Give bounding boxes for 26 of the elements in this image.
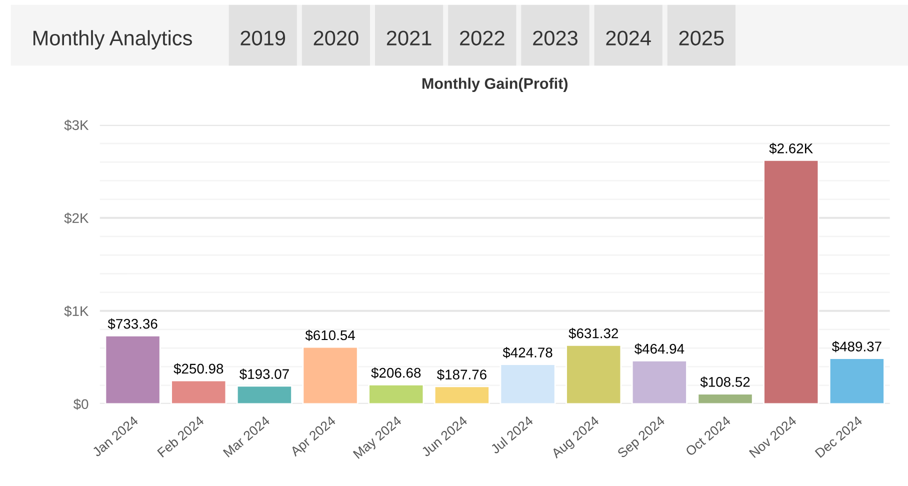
text: 2020 — [314, 30, 358, 46]
text: 2023 — [533, 30, 578, 46]
data-label: $187.76 — [436, 369, 486, 380]
text: 2024 — [606, 30, 651, 46]
data-label: $108.52 — [700, 376, 750, 388]
chart-title: Monthly Gain(Profit) — [422, 78, 568, 92]
y-tick-label: $3K — [64, 120, 89, 131]
data-label: $2.62K — [769, 142, 813, 154]
y-tick-label: $0 — [73, 398, 88, 410]
text: Monthly Analytics — [33, 30, 192, 50]
data-label: $464.94 — [634, 343, 684, 355]
y-tick-label: $1K — [64, 306, 89, 317]
data-label: $206.68 — [371, 367, 421, 379]
text: 2025 — [679, 30, 724, 46]
bar — [697, 393, 754, 404]
data-label: $424.78 — [502, 347, 552, 358]
data-label: $733.36 — [108, 318, 158, 330]
text: 2021 — [386, 30, 432, 46]
text: 2019 — [240, 30, 286, 46]
data-label: $631.32 — [568, 328, 618, 340]
y-tick-label: $2K — [64, 212, 89, 224]
data-label: $610.54 — [305, 330, 355, 342]
data-label: $489.37 — [832, 341, 882, 352]
text: 2022 — [460, 30, 504, 46]
data-label: $250.98 — [174, 363, 224, 374]
data-label: $193.07 — [240, 368, 289, 380]
